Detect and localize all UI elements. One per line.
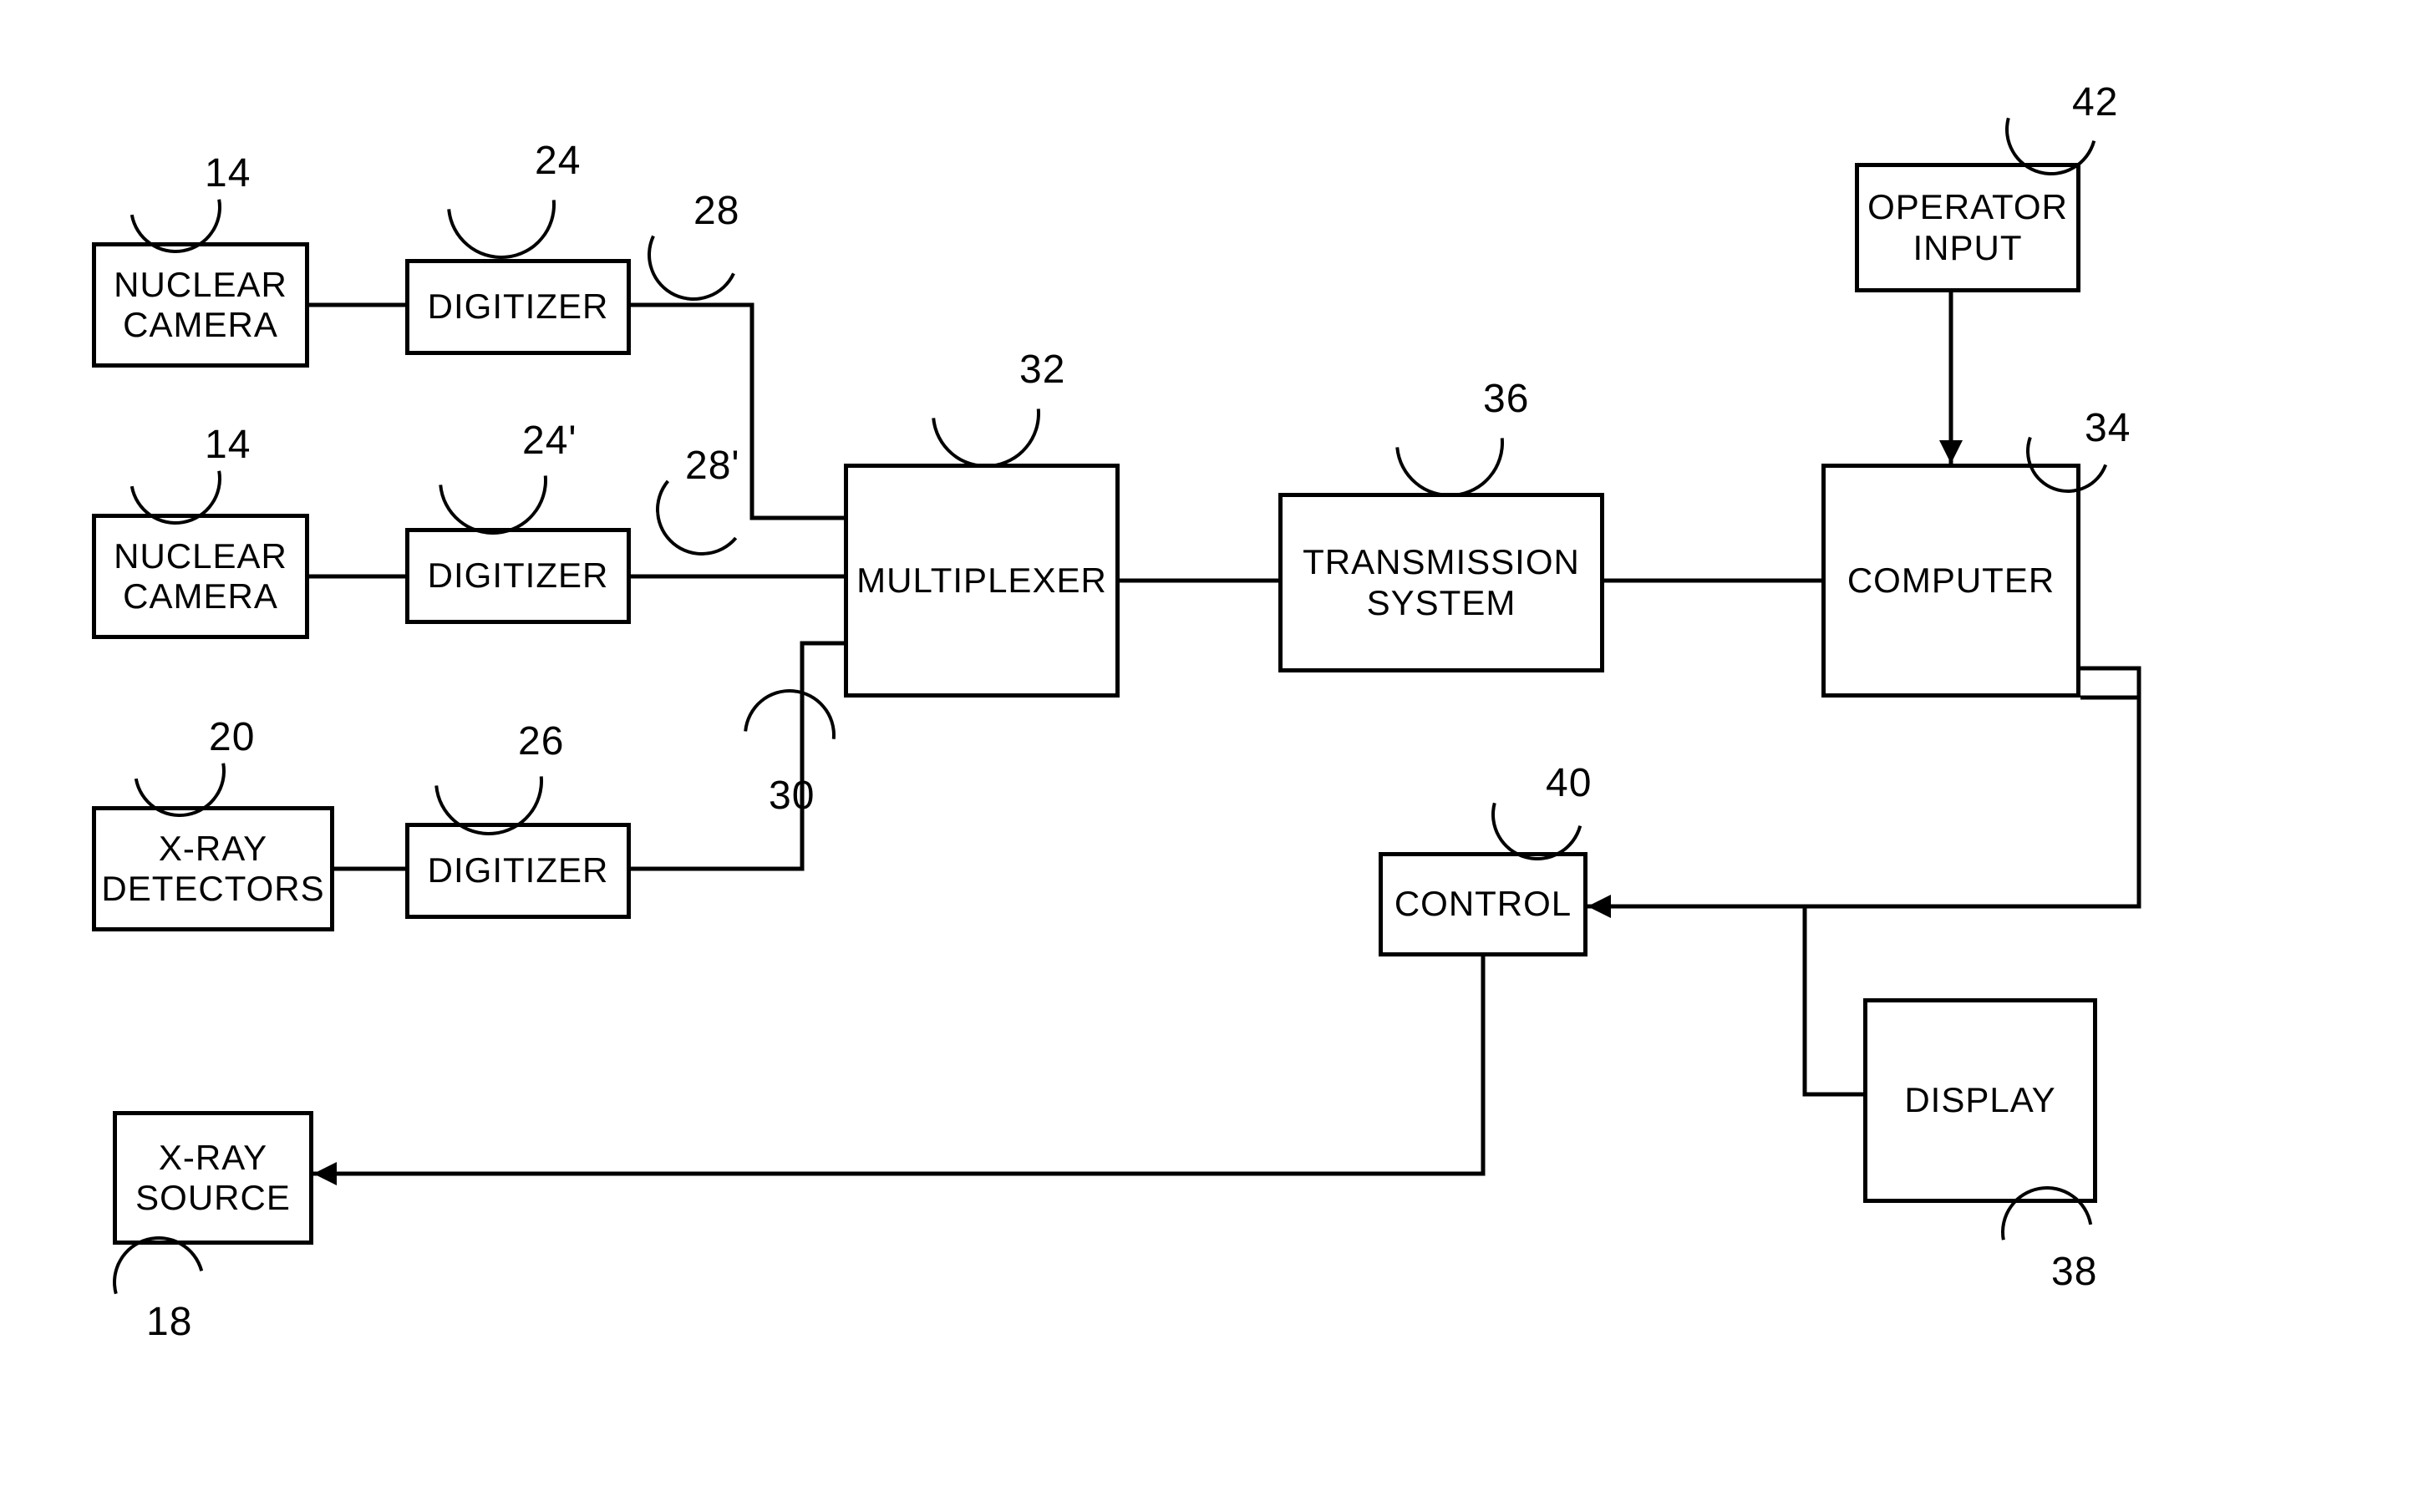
node-computer: COMPUTER xyxy=(1821,464,2080,698)
wire-op-comp xyxy=(1939,292,1963,464)
node-nuclear-camera-1: NUCLEARCAMERA xyxy=(92,242,309,368)
node-multiplexer: MULTIPLEXER xyxy=(844,464,1120,698)
leader xyxy=(725,671,855,800)
node-digitizer-1: DIGITIZER xyxy=(405,259,631,355)
node-control: CONTROL xyxy=(1379,852,1588,956)
node-digitizer-2: DIGITIZER xyxy=(405,528,631,624)
diagram-canvas: NUCLEARCAMERA NUCLEARCAMERA X-RAYDETECTORS… xyxy=(0,0,2413,1512)
wire-comp-ctrl xyxy=(1588,668,2139,918)
node-digitizer-3: DIGITIZER xyxy=(405,823,631,919)
node-display: DISPLAY xyxy=(1863,998,2097,1203)
node-transmission: TRANSMISSIONSYSTEM xyxy=(1278,493,1604,672)
wire-ctrl-src xyxy=(313,956,1483,1185)
node-xray-detectors: X-RAYDETECTORS xyxy=(92,806,334,931)
node-nuclear-camera-2: NUCLEARCAMERA xyxy=(92,514,309,639)
node-xray-source: X-RAYSOURCE xyxy=(113,1111,313,1245)
node-operator-input: OPERATORINPUT xyxy=(1855,163,2080,292)
